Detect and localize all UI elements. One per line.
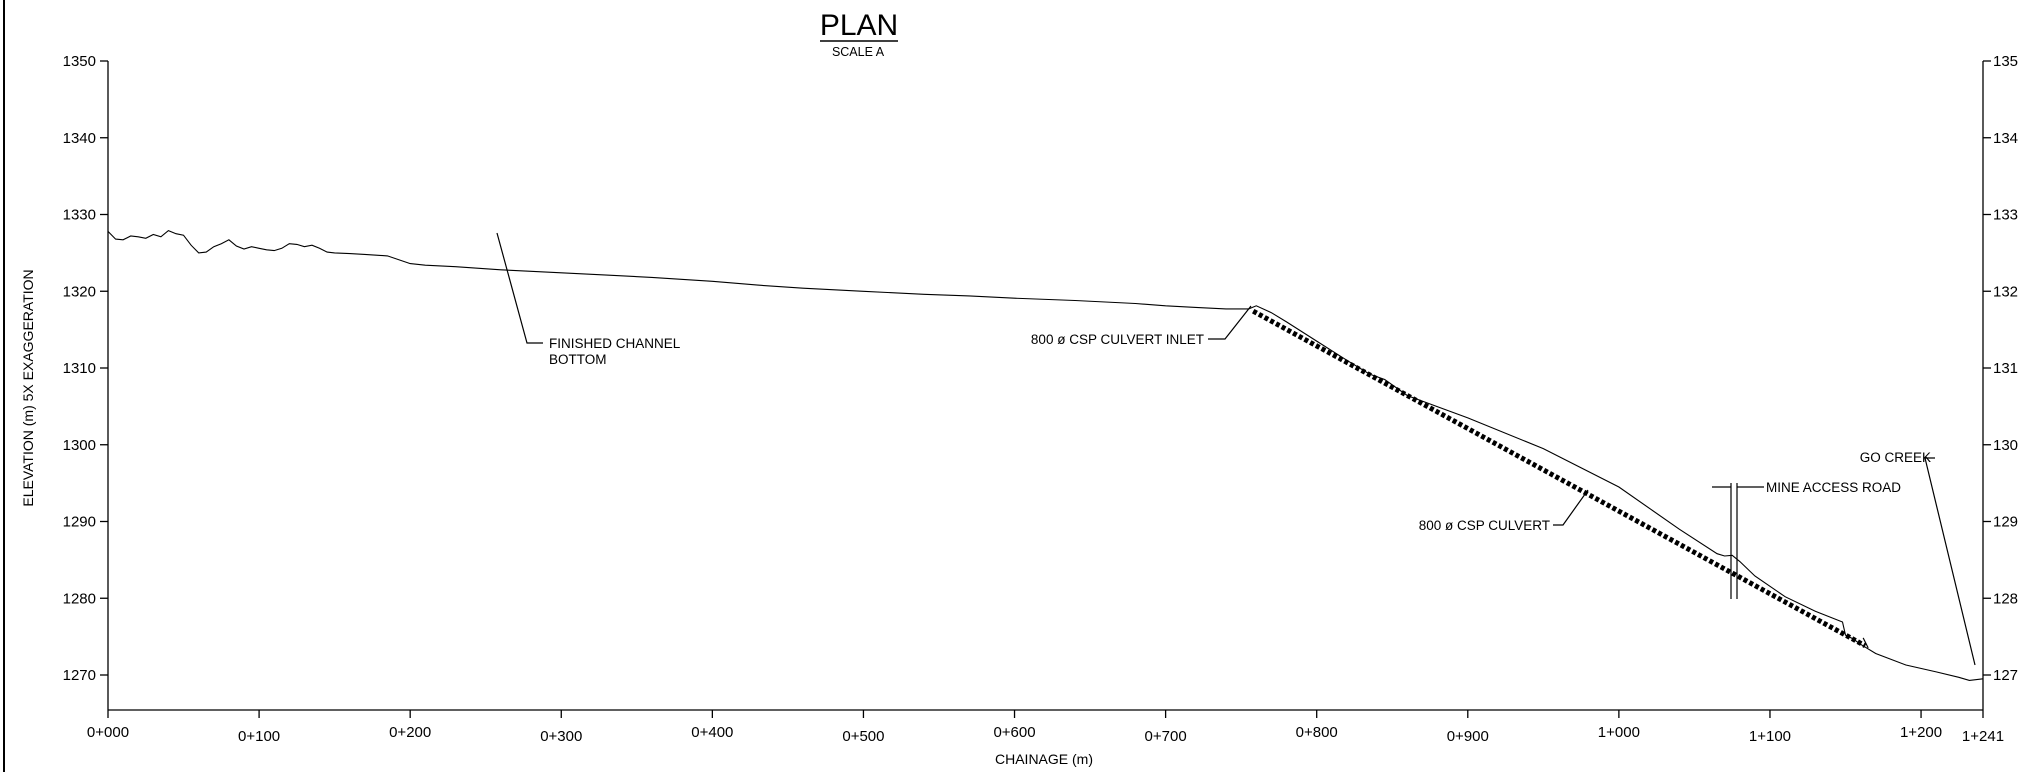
leader-go-creek — [1924, 457, 1976, 666]
y-tick-label: 1340 — [63, 130, 96, 147]
y-tick-label-right: 133 — [1993, 207, 2018, 224]
leader-culvert-inlet — [1208, 305, 1252, 340]
y-tick-label-right: 135 — [1993, 53, 2018, 70]
y-tick-label-right: 134 — [1993, 130, 2018, 147]
x-axis-title: CHAINAGE (m) — [995, 751, 1093, 767]
y-tick-label: 1350 — [63, 53, 96, 70]
y-tick-label-right: 130 — [1993, 437, 2018, 454]
sheet-border-line — [3, 0, 5, 772]
y-tick-label: 1320 — [63, 283, 96, 300]
label-finished-channel-line2: BOTTOM — [549, 352, 607, 367]
x-tick-label: 1+100 — [1749, 728, 1791, 745]
y-tick-label: 1280 — [63, 590, 96, 607]
leader-finished-channel — [496, 232, 543, 344]
x-tick-label: 0+900 — [1447, 728, 1489, 745]
y-tick-label: 1290 — [63, 514, 96, 531]
y-tick-label-right: 132 — [1993, 283, 2018, 300]
label-culvert: 800 ø CSP CULVERT — [1419, 518, 1550, 533]
x-tick-label: 1+241 — [1962, 728, 2004, 745]
drawing-title: PLAN — [820, 9, 898, 42]
x-tick-label: 0+300 — [540, 728, 582, 745]
x-tick-label: 0+200 — [389, 724, 431, 741]
y-tick-label-right: 131 — [1993, 360, 2018, 377]
label-culvert-inlet: 800 ø CSP CULVERT INLET — [1031, 332, 1204, 347]
series-line-csp-culvert — [1252, 309, 1867, 648]
x-tick-label: 1+000 — [1598, 724, 1640, 741]
x-tick-label: 0+600 — [993, 724, 1035, 741]
y-tick-label: 1270 — [63, 667, 96, 684]
culvert-outlet-mark — [1862, 637, 1869, 649]
axis-ticks: 1270 127 1280 128 1290 129 1300 130 1310 131 1320 1… — [63, 53, 2018, 745]
x-tick-label: 1+200 — [1900, 724, 1942, 741]
x-tick-label: 0+800 — [1296, 724, 1338, 741]
y-tick-label: 1300 — [63, 437, 96, 454]
drawing-subtitle: SCALE A — [832, 45, 885, 59]
y-tick-label-right: 127 — [1993, 667, 2018, 684]
y-tick-label-right: 128 — [1993, 590, 2018, 607]
x-tick-label: 0+700 — [1145, 728, 1187, 745]
x-tick-label: 0+400 — [691, 724, 733, 741]
label-go-creek: GO CREEK — [1860, 450, 1931, 465]
data-series — [107, 229, 1984, 681]
label-mine-access-road: MINE ACCESS ROAD — [1766, 480, 1901, 495]
label-finished-channel-line1: FINISHED CHANNEL — [549, 336, 681, 351]
leader-culvert — [1553, 489, 1589, 526]
y-tick-label: 1330 — [63, 207, 96, 224]
y-tick-label: 1310 — [63, 360, 96, 377]
y-tick-label-right: 129 — [1993, 514, 2018, 531]
series-line-finished-channel-bottom — [107, 229, 1984, 681]
y-axis-title: ELEVATION (m) 5X EXAGGERATION — [20, 269, 36, 506]
x-tick-label: 0+000 — [87, 724, 129, 741]
x-tick-label: 0+500 — [842, 728, 884, 745]
x-tick-label: 0+100 — [238, 728, 280, 745]
